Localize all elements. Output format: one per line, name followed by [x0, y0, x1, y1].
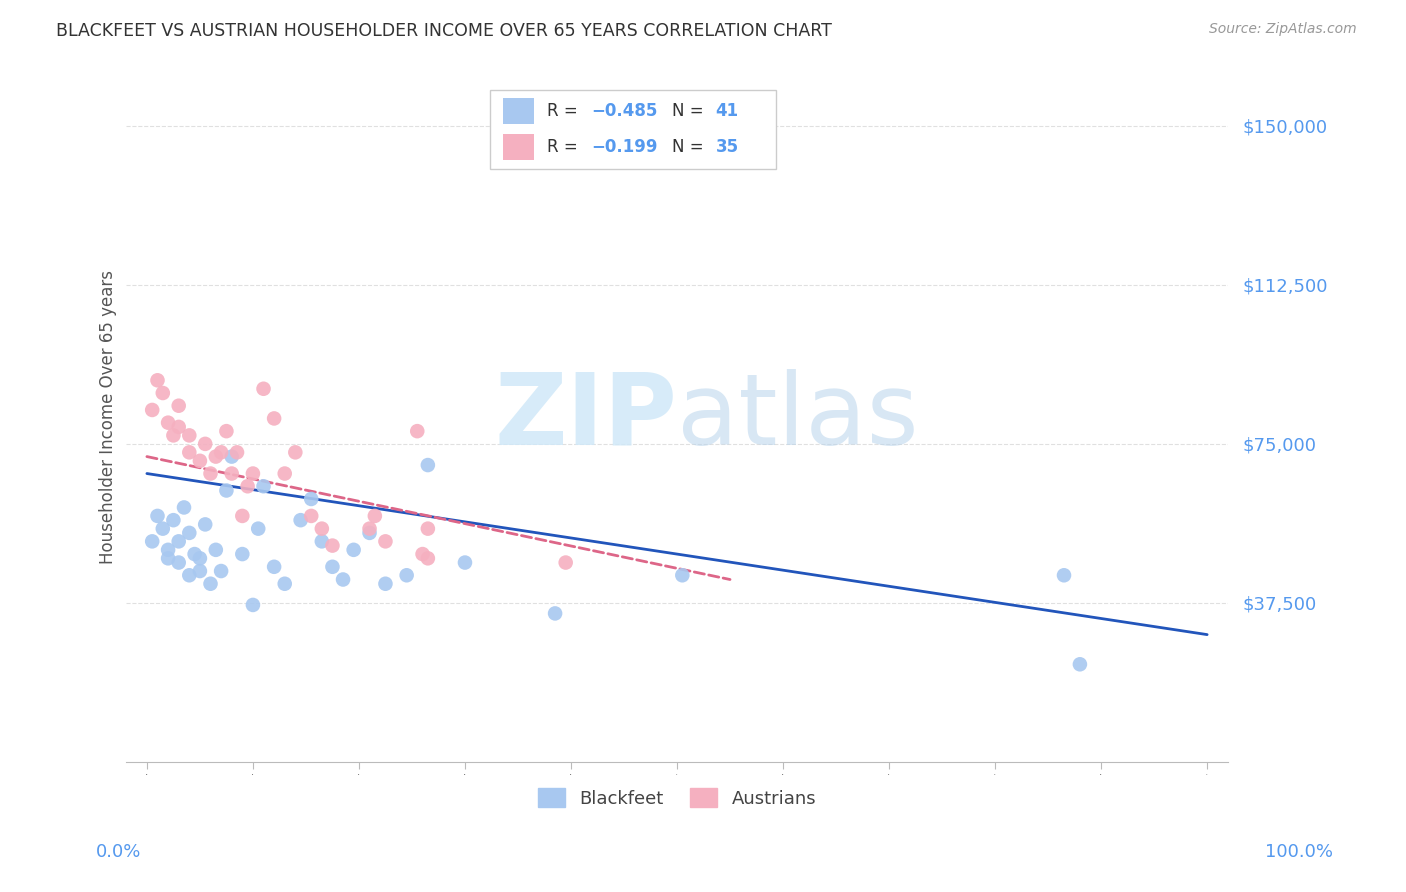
Point [146, 508, 169, 523]
Point [374, 534, 396, 549]
Point [247, 522, 270, 536]
Text: R =: R = [547, 137, 583, 156]
Text: ZIP: ZIP [494, 369, 678, 466]
Point [416, 458, 439, 472]
Text: N =: N = [672, 137, 709, 156]
Point [671, 568, 693, 582]
Point [152, 386, 174, 401]
Point [321, 539, 343, 553]
FancyBboxPatch shape [489, 90, 776, 169]
Text: BLACKFEET VS AUSTRIAN HOUSEHOLDER INCOME OVER 65 YEARS CORRELATION CHART: BLACKFEET VS AUSTRIAN HOUSEHOLDER INCOME… [56, 22, 832, 40]
Point [252, 382, 274, 396]
Point [364, 508, 387, 523]
Text: 41: 41 [716, 102, 738, 120]
Point [167, 556, 190, 570]
Point [188, 564, 211, 578]
Point [231, 547, 253, 561]
Point [321, 559, 343, 574]
Point [157, 542, 180, 557]
Point [179, 428, 201, 442]
FancyBboxPatch shape [503, 134, 534, 160]
Point [263, 411, 285, 425]
Point [167, 534, 190, 549]
Point [544, 607, 567, 621]
Point [284, 445, 307, 459]
Point [204, 450, 226, 464]
Point [141, 534, 163, 549]
Point [416, 522, 439, 536]
Point [332, 573, 354, 587]
Point [215, 483, 238, 498]
Y-axis label: Householder Income Over 65 years: Householder Income Over 65 years [100, 270, 117, 565]
Point [215, 424, 238, 438]
Point [299, 491, 322, 506]
Point [359, 525, 381, 540]
Point [1053, 568, 1076, 582]
Point [1069, 657, 1091, 672]
Legend: Blackfeet, Austrians: Blackfeet, Austrians [530, 780, 824, 814]
Point [374, 576, 396, 591]
Point [311, 522, 333, 536]
Point [183, 547, 205, 561]
Point [141, 403, 163, 417]
Point [406, 424, 429, 438]
Point [157, 551, 180, 566]
Point [179, 568, 201, 582]
Point [290, 513, 312, 527]
Point [194, 437, 217, 451]
Point [231, 508, 253, 523]
Point [311, 534, 333, 549]
Point [412, 547, 434, 561]
Point [209, 445, 232, 459]
Text: Source: ZipAtlas.com: Source: ZipAtlas.com [1209, 22, 1357, 37]
Text: R =: R = [547, 102, 583, 120]
Point [274, 467, 297, 481]
Point [188, 454, 211, 468]
Point [359, 522, 381, 536]
Text: N =: N = [672, 102, 709, 120]
Point [343, 542, 366, 557]
Point [162, 513, 184, 527]
Text: 0.0%: 0.0% [96, 843, 141, 861]
Point [221, 467, 243, 481]
Point [152, 522, 174, 536]
Point [252, 479, 274, 493]
Point [188, 551, 211, 566]
Point [162, 428, 184, 442]
Point [204, 542, 226, 557]
Point [146, 373, 169, 387]
Point [179, 525, 201, 540]
Point [209, 564, 232, 578]
Point [221, 450, 243, 464]
Text: −0.485: −0.485 [591, 102, 658, 120]
Text: atlas: atlas [678, 369, 918, 466]
Point [167, 399, 190, 413]
Point [554, 556, 576, 570]
Point [179, 445, 201, 459]
Point [173, 500, 195, 515]
Point [194, 517, 217, 532]
FancyBboxPatch shape [503, 98, 534, 124]
Point [200, 576, 222, 591]
Point [299, 508, 322, 523]
Text: 35: 35 [716, 137, 738, 156]
Point [395, 568, 418, 582]
Point [236, 479, 259, 493]
Point [416, 551, 439, 566]
Point [274, 576, 297, 591]
Point [200, 467, 222, 481]
Text: −0.199: −0.199 [591, 137, 658, 156]
Point [242, 467, 264, 481]
Point [242, 598, 264, 612]
Point [157, 416, 180, 430]
Point [226, 445, 249, 459]
Point [263, 559, 285, 574]
Text: 100.0%: 100.0% [1265, 843, 1333, 861]
Point [454, 556, 477, 570]
Point [167, 420, 190, 434]
